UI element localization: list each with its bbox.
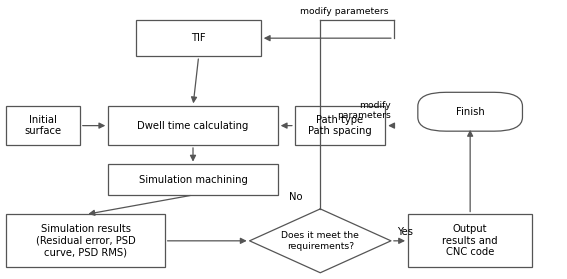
FancyBboxPatch shape: [295, 106, 386, 145]
Text: Path type
Path spacing: Path type Path spacing: [308, 115, 372, 136]
Text: Finish: Finish: [456, 107, 485, 117]
Text: Dwell time calculating: Dwell time calculating: [137, 121, 249, 131]
Text: TIF: TIF: [191, 33, 206, 43]
Text: Simulation machining: Simulation machining: [138, 175, 247, 185]
FancyBboxPatch shape: [418, 92, 522, 131]
FancyBboxPatch shape: [108, 106, 278, 145]
Text: Does it meet the
requirements?: Does it meet the requirements?: [281, 231, 359, 251]
FancyBboxPatch shape: [6, 215, 165, 267]
Text: modify
parameters: modify parameters: [337, 101, 391, 120]
Text: Simulation results
(Residual error, PSD
curve, PSD RMS): Simulation results (Residual error, PSD …: [36, 224, 136, 258]
Text: Output
results and
CNC code: Output results and CNC code: [442, 224, 498, 258]
FancyBboxPatch shape: [408, 215, 532, 267]
FancyBboxPatch shape: [6, 106, 80, 145]
Text: modify parameters: modify parameters: [299, 7, 388, 16]
Text: Yes: Yes: [397, 227, 413, 237]
Text: Initial
surface: Initial surface: [24, 115, 62, 136]
FancyBboxPatch shape: [137, 20, 261, 56]
FancyBboxPatch shape: [108, 165, 278, 195]
Text: No: No: [289, 192, 302, 202]
